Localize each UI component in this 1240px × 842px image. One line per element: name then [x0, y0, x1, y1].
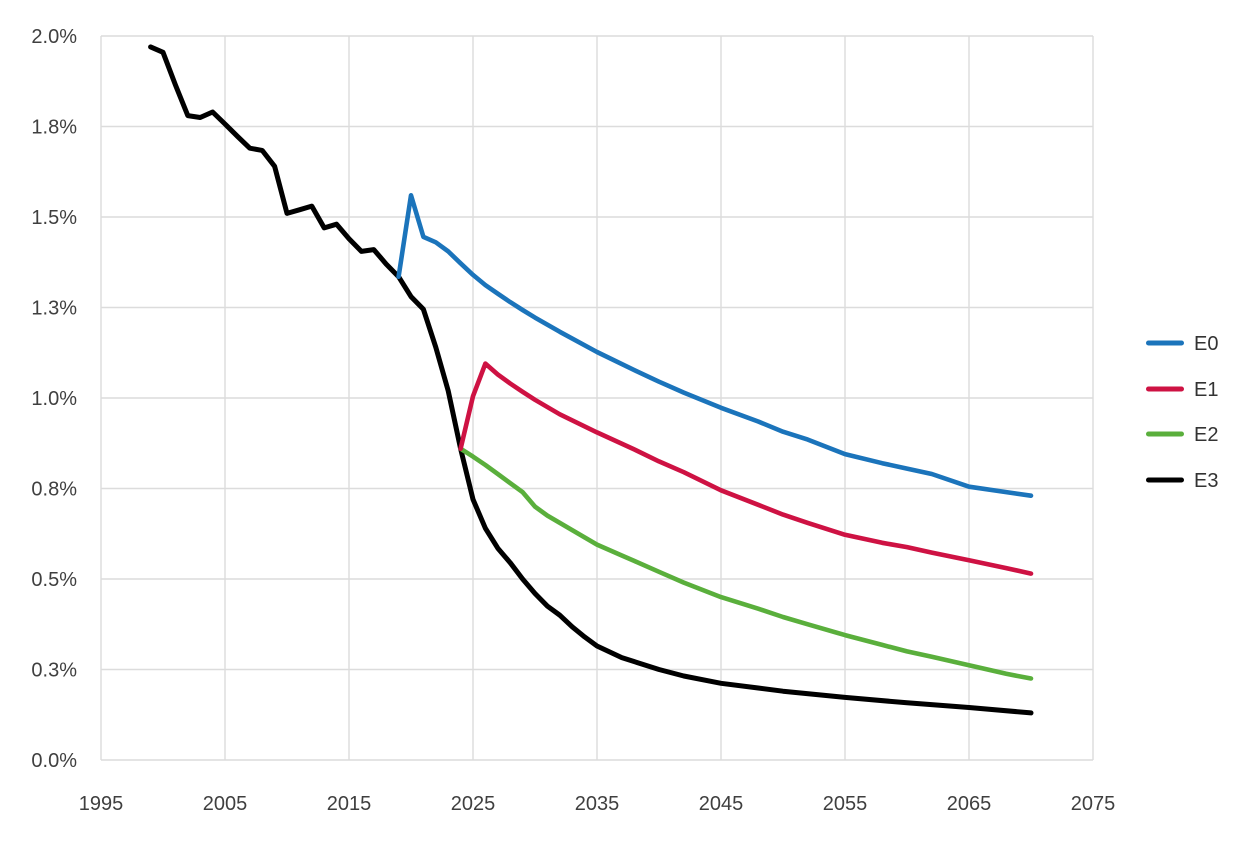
y-tick-label: 1.3% [31, 297, 77, 319]
x-tick-label: 2035 [575, 793, 620, 815]
x-tick-label: 1995 [79, 793, 124, 815]
y-tick-label: 1.0% [31, 388, 77, 410]
y-tick-label: 0.5% [31, 569, 77, 591]
series-line-e0 [396, 193, 1034, 498]
legend-swatch-e1 [1146, 386, 1184, 392]
y-tick-label: 0.3% [31, 659, 77, 681]
series-line-e2 [458, 446, 1034, 681]
legend-item-e1: E1 [1146, 379, 1218, 401]
legend-item-e3: E3 [1146, 470, 1218, 492]
y-tick-label: 0.0% [31, 750, 77, 772]
x-tick-label: 2025 [451, 793, 496, 815]
legend: E0 E1 E2 E3 [1146, 333, 1218, 492]
y-tick-label: 0.8% [31, 478, 77, 500]
legend-label-e2: E2 [1194, 424, 1218, 446]
legend-label-e3: E3 [1194, 470, 1218, 492]
legend-label-e1: E1 [1194, 379, 1218, 401]
legend-item-e0: E0 [1146, 333, 1218, 355]
x-tick-label: 2015 [327, 793, 372, 815]
x-tick-label: 2075 [1071, 793, 1116, 815]
x-tick-label: 2005 [203, 793, 248, 815]
legend-item-e2: E2 [1146, 424, 1218, 446]
legend-swatch-e2 [1146, 431, 1184, 437]
legend-swatch-e0 [1146, 340, 1184, 346]
x-tick-label: 2045 [699, 793, 744, 815]
x-tick-label: 2065 [947, 793, 992, 815]
series-lines [148, 44, 1034, 716]
y-tick-label: 1.5% [31, 207, 77, 229]
series-line-e3 [148, 44, 1034, 716]
gridlines [100, 35, 1094, 761]
legend-swatch-e3 [1146, 477, 1184, 483]
y-tick-label: 2.0% [31, 26, 77, 48]
legend-label-e0: E0 [1194, 333, 1218, 355]
axis-labels: 1995 2005 2015 2025 2035 2045 2055 2065 2075 0.0%… [31, 26, 1115, 815]
y-tick-label: 1.8% [31, 116, 77, 138]
x-tick-label: 2055 [823, 793, 868, 815]
series-line-e1 [458, 361, 1034, 576]
